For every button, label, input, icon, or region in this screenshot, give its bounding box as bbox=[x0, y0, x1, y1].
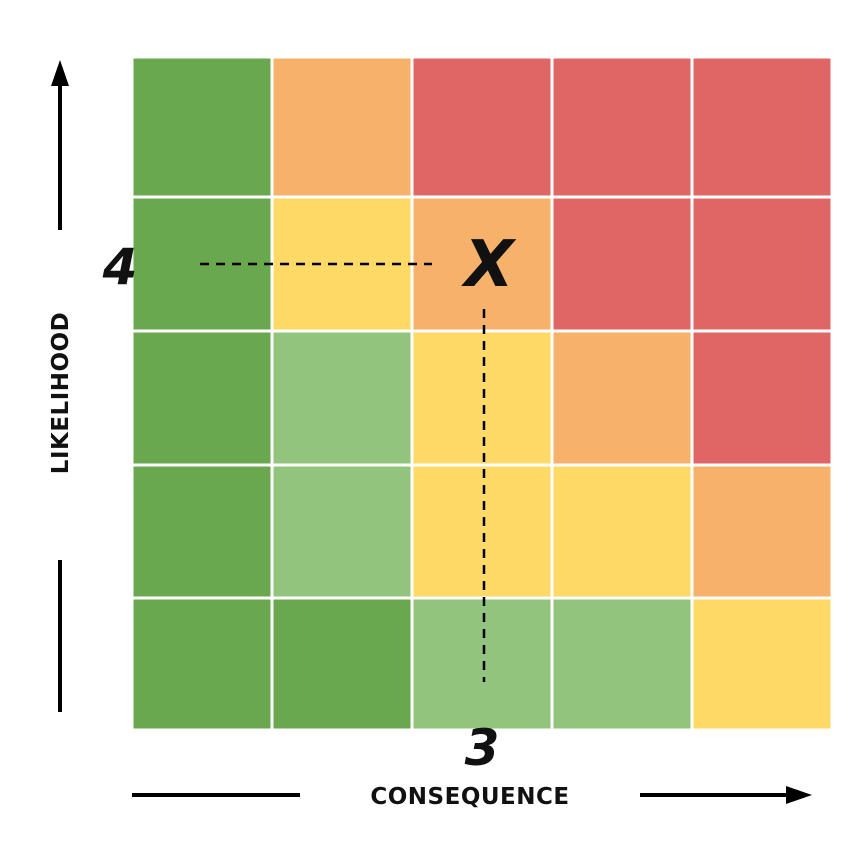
matrix-grid bbox=[130, 55, 834, 732]
matrix-cell bbox=[130, 463, 274, 600]
y-axis-title: LIKELIHOOD bbox=[48, 312, 74, 474]
risk-marker: X bbox=[460, 228, 516, 302]
likelihood-value-label: 4 bbox=[102, 238, 138, 296]
matrix-cell bbox=[690, 55, 834, 199]
matrix-cell bbox=[550, 55, 694, 199]
matrix-cell bbox=[550, 329, 694, 467]
matrix-cell bbox=[270, 55, 414, 199]
matrix-cell bbox=[270, 463, 414, 600]
matrix-cell bbox=[410, 55, 554, 199]
matrix-cell bbox=[690, 329, 834, 467]
matrix-cell bbox=[270, 195, 414, 333]
matrix-cell bbox=[410, 195, 554, 333]
matrix-cell bbox=[130, 55, 274, 199]
x-axis-arrowhead bbox=[786, 786, 812, 804]
matrix-cell bbox=[690, 463, 834, 600]
matrix-cell bbox=[410, 329, 554, 467]
matrix-cell bbox=[270, 329, 414, 467]
matrix-cell bbox=[550, 195, 694, 333]
matrix-cell bbox=[130, 596, 274, 732]
matrix-cell bbox=[690, 195, 834, 333]
x-axis-title: CONSEQUENCE bbox=[370, 784, 569, 810]
matrix-cell bbox=[550, 596, 694, 732]
matrix-cell bbox=[410, 596, 554, 732]
matrix-cell bbox=[270, 596, 414, 732]
y-axis-arrowhead bbox=[51, 60, 69, 86]
matrix-cell bbox=[130, 329, 274, 467]
consequence-value-label: 3 bbox=[465, 719, 500, 777]
matrix-cell bbox=[690, 596, 834, 732]
matrix-cell bbox=[410, 463, 554, 600]
matrix-cell bbox=[550, 463, 694, 600]
